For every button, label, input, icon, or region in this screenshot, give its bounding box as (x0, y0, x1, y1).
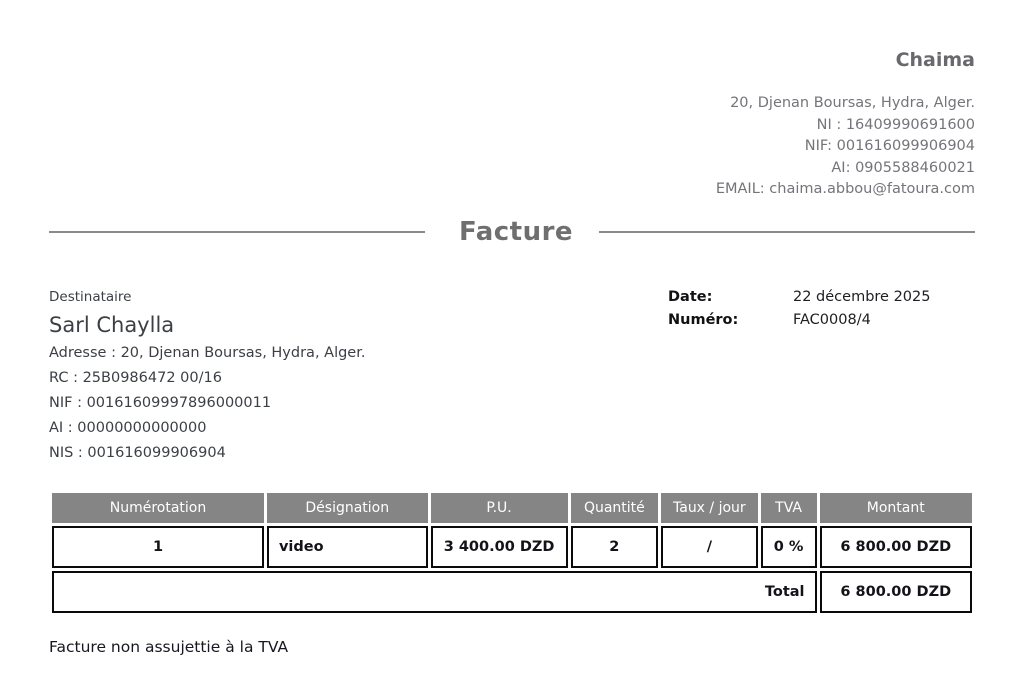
cell-taux-jour: / (661, 525, 758, 568)
col-header-taux-jour: Taux / jour (661, 492, 758, 523)
info-row: Destinataire Sarl Chaylla Adresse : 20, … (49, 287, 975, 466)
col-header-numerotation: Numérotation (52, 492, 264, 523)
company-address: 20, Djenan Boursas, Hydra, Alger. (730, 95, 975, 111)
invoice-number-row: Numéro: FAC0008/4 (668, 312, 975, 328)
company-header: Chaima 20, Djenan Boursas, Hydra, Alger.… (49, 48, 975, 201)
company-email: EMAIL: chaima.abbou@fatoura.com (715, 181, 975, 197)
recipient-nis: NIS : 001616099906904 (49, 444, 226, 461)
total-value: 6 800.00 DZD (819, 570, 972, 613)
cell-pu: 3 400.00 DZD (430, 525, 568, 568)
table-total-row: Total 6 800.00 DZD (52, 570, 972, 613)
cell-montant: 6 800.00 DZD (819, 525, 972, 568)
title-rule-right (599, 230, 975, 233)
recipient-rc: RC : 25B0986472 00/16 (49, 369, 222, 386)
invoice-date-row: Date: 22 décembre 2025 (668, 289, 975, 305)
company-ni: NI : 16409990691600 (816, 116, 975, 133)
cell-designation: video (266, 525, 428, 568)
cell-quantite: 2 (570, 525, 659, 568)
invoice-number-value: FAC0008/4 (793, 311, 871, 328)
recipient-label: Destinataire (49, 288, 132, 305)
col-header-designation: Désignation (266, 492, 428, 523)
recipient-address: Adresse : 20, Djenan Boursas, Hydra, Alg… (49, 344, 366, 361)
col-header-pu: P.U. (430, 492, 568, 523)
invoice-number-label: Numéro: (668, 311, 739, 328)
document-title-row: Facture (49, 213, 975, 251)
table-row: 1 video 3 400.00 DZD 2 / 0 % 6 800.00 DZ… (52, 525, 972, 568)
recipient-ai: AI : 00000000000000 (49, 419, 207, 436)
invoice-meta-block: Date: 22 décembre 2025 Numéro: FAC0008/4 (668, 287, 975, 466)
cell-numerotation: 1 (52, 525, 264, 568)
recipient-name: Sarl Chaylla (49, 312, 175, 337)
company-ai: AI: 0905588460021 (831, 159, 975, 176)
tva-exemption-note: Facture non assujettie à la TVA (49, 637, 289, 656)
document-title: Facture (458, 216, 574, 247)
total-label: Total (52, 570, 817, 613)
col-header-quantite: Quantité (570, 492, 659, 523)
items-table: Numérotation Désignation P.U. Quantité T… (49, 490, 975, 616)
recipient-nif: NIF : 00161609997896000011 (49, 394, 272, 411)
company-name: Chaima (895, 49, 975, 71)
invoice-date-value: 22 décembre 2025 (793, 288, 931, 305)
col-header-montant: Montant (819, 492, 972, 523)
title-rule-left (49, 230, 425, 233)
invoice-date-label: Date: (668, 288, 713, 305)
cell-tva: 0 % (760, 525, 817, 568)
col-header-tva: TVA (760, 492, 817, 523)
company-nif: NIF: 001616099906904 (804, 138, 975, 154)
recipient-block: Destinataire Sarl Chaylla Adresse : 20, … (49, 287, 365, 466)
table-header-row: Numérotation Désignation P.U. Quantité T… (52, 492, 972, 523)
